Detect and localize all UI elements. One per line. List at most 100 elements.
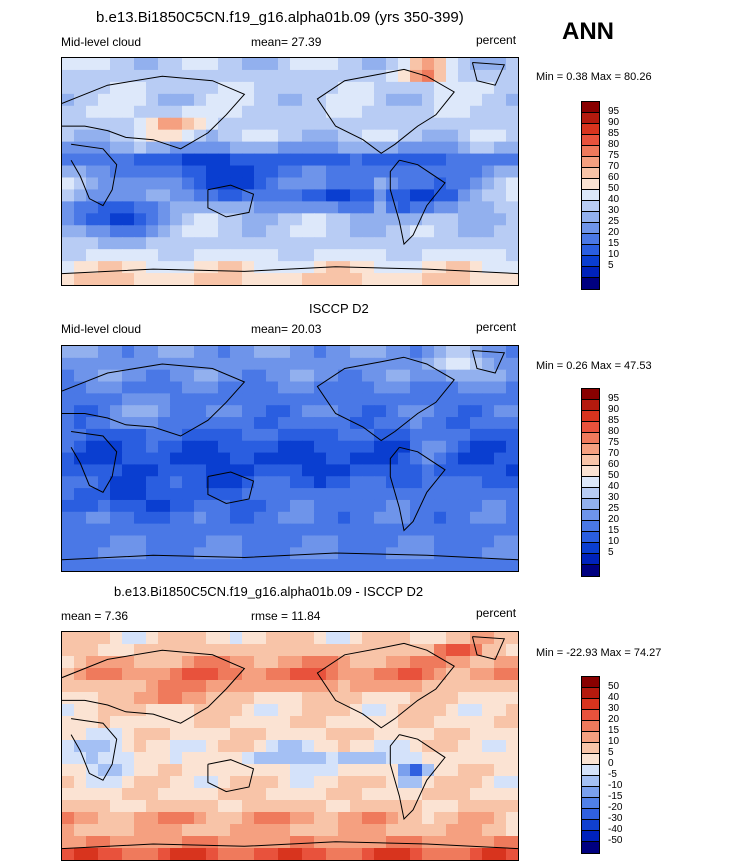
field-cell [470,369,483,383]
field-cell [398,848,411,860]
field-cell [122,381,135,394]
field-cell [170,464,183,477]
field-cell [266,668,279,681]
field-cell [338,464,351,477]
field-cell [362,764,375,777]
field-cell [326,776,339,789]
field-cell [134,776,147,789]
field-cell [290,58,303,71]
field-cell [470,824,483,837]
field-cell [182,117,195,131]
field-cell [446,668,459,681]
field-cell [266,644,279,657]
field-cell [98,812,111,825]
field-cell [422,824,435,837]
field-cell [506,788,518,801]
field-cell [74,393,87,406]
field-cell [446,213,459,226]
colorbar-swatch [582,444,599,455]
field-cell [362,776,375,789]
field-cell [350,788,363,801]
field-cell [86,535,99,548]
field-cell [278,764,291,777]
field-cell [326,535,339,548]
field-cell [158,201,171,214]
field-cell [386,153,399,167]
field-cell [374,644,387,657]
field-cell [314,237,327,250]
field-cell [302,153,315,167]
field-cell [290,535,303,548]
field-cell [350,644,363,657]
field-cell [122,273,135,285]
field-cell [374,201,387,214]
field-cell [338,213,351,226]
field-cell [398,728,411,741]
field-cell [362,692,375,705]
field-cell [242,523,255,537]
field-cell [62,189,75,202]
field-cell [470,656,483,669]
field-cell [494,177,507,191]
field-cell [458,346,471,359]
field-cell [386,776,399,789]
field-cell [290,117,303,131]
field-cell [206,547,219,560]
field-cell [278,848,291,860]
field-cell [218,764,231,777]
field-cell [278,488,291,501]
field-cell [278,225,291,238]
field-cell [398,644,411,657]
field-cell [110,237,123,250]
field-cell [434,237,447,250]
field-cell [194,93,207,107]
field-cell [326,117,339,131]
field-cell [122,464,135,477]
coastline [471,350,506,374]
field-cell [470,680,483,693]
field-cell [290,225,303,238]
field-cell [410,547,423,560]
field-cell [374,249,387,262]
field-cell [326,800,339,813]
field-cell [410,189,423,202]
field-cell [302,632,315,645]
field-cell [482,381,495,394]
field-cell [338,369,351,383]
field-cell [338,452,351,466]
field-cell [482,848,495,860]
field-cell [182,105,195,119]
field-cell [254,788,267,801]
field-cell [446,632,459,645]
field-cell [170,632,183,645]
field-cell [86,105,99,119]
field-cell [374,105,387,119]
field-cell [422,836,435,849]
field-cell [146,776,159,789]
field-cell [398,189,411,202]
field-cell [242,58,255,71]
field-cell [206,153,219,167]
field-cell [494,704,507,717]
field-cell [422,547,435,560]
field-cell [194,405,207,418]
field-cell [374,511,387,525]
field-cell [434,189,447,202]
colorbar-tick-label: 20 [608,714,620,725]
field-cell [374,440,387,454]
field-cell [182,476,195,489]
panel2-title: ISCCP D2 [309,301,369,316]
field-cell [302,225,315,238]
field-cell [338,788,351,801]
field-cell [458,680,471,693]
field-cell [506,249,518,262]
field-cell [74,632,87,645]
field-cell [74,752,87,765]
field-cell [218,81,231,95]
field-cell [230,225,243,238]
field-cell [266,81,279,95]
field-cell [266,464,279,477]
field-cell [362,812,375,825]
field-cell [278,129,291,143]
field-cell [458,776,471,789]
